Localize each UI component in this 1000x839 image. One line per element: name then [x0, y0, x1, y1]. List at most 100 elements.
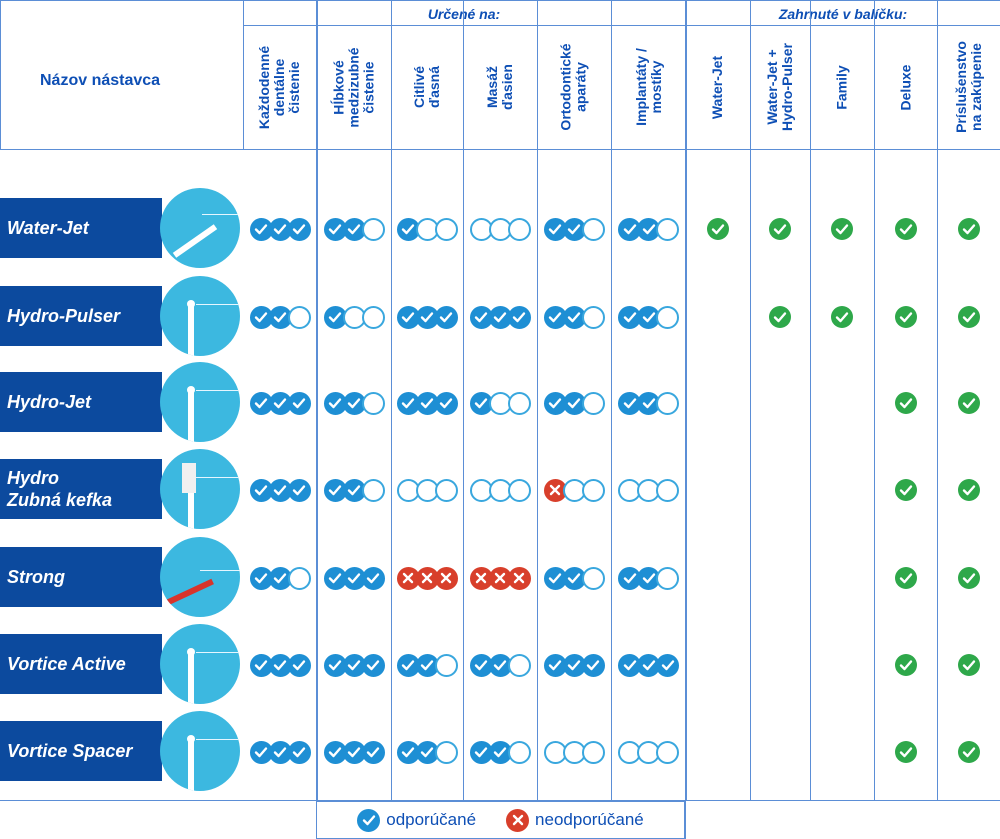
table-top-border: [0, 0, 1000, 1]
attachment-part: [172, 224, 218, 258]
cross-icon: [415, 566, 439, 590]
empty-circle-icon: [507, 653, 531, 677]
table-left-border: [0, 0, 1, 150]
column-header-included-4: Príslušenstvo na zakúpenie: [937, 26, 1000, 148]
column-header-included-3: Deluxe: [874, 26, 937, 148]
empty-circle-icon: [434, 478, 458, 502]
check-icon: [396, 391, 420, 415]
included-cell: [874, 215, 937, 243]
included-cell: [937, 738, 1000, 766]
included-cell: [874, 389, 937, 417]
check-icon: [287, 217, 311, 241]
included-cell: [686, 215, 750, 243]
included-cell: [937, 476, 1000, 504]
empty-circle-icon: [581, 740, 605, 764]
column-header-included-2: Family: [810, 26, 874, 148]
check-icon: [488, 740, 512, 764]
name-column-header: Názov nástavca: [40, 72, 161, 89]
table-bottom-border: [0, 800, 1000, 801]
rating-cell: [391, 651, 463, 679]
attachment-thumbnail-4: [160, 537, 240, 617]
column-header-label: Ortodontické aparáty: [558, 43, 589, 131]
check-icon: [543, 566, 567, 590]
included-cell: [750, 303, 810, 331]
included-cell: [874, 303, 937, 331]
included-cell: [874, 476, 937, 504]
rating-cell: [317, 564, 391, 592]
check-icon: [249, 305, 273, 329]
column-header-label: Water-Jet + Hydro-Pulser: [764, 43, 796, 131]
empty-circle-icon: [656, 478, 679, 502]
legend: odporúčané neodporúčané: [316, 801, 685, 839]
empty-circle-icon: [434, 653, 458, 677]
column-header-included-0: Water-Jet: [686, 26, 750, 148]
empty-circle-icon: [656, 740, 679, 764]
attachment-thumbnail-2: [160, 362, 240, 442]
row-label-1: Hydro-Pulser: [0, 286, 162, 346]
attachment-part: [187, 300, 195, 308]
column-header-label: Každodenné dentálne čistenie: [256, 45, 303, 129]
header-bottom-border: [0, 149, 1000, 150]
included-check-icon: [957, 741, 980, 763]
attachment-part: [196, 652, 240, 653]
col-divider: [685, 0, 686, 839]
rating-cell: [391, 215, 463, 243]
empty-circle-icon: [434, 740, 458, 764]
included-check-icon: [957, 479, 980, 501]
empty-circle-icon: [656, 305, 679, 329]
attachment-part: [202, 214, 240, 215]
check-icon: [543, 305, 567, 329]
check-icon: [434, 305, 458, 329]
rating-cell: [611, 738, 686, 766]
rating-cell: [317, 738, 391, 766]
included-check-icon: [831, 306, 853, 328]
rating-cell: [391, 738, 463, 766]
included-check-icon: [894, 218, 917, 240]
col-divider: [317, 0, 318, 801]
included-check-icon: [894, 567, 917, 589]
rating-cell: [317, 303, 391, 331]
rating-cell: [391, 303, 463, 331]
check-icon: [287, 653, 311, 677]
empty-circle-icon: [581, 478, 605, 502]
rating-cell: [537, 303, 611, 331]
attachment-part: [166, 578, 214, 606]
attachment-part: [188, 392, 194, 442]
row-label-0: Water-Jet: [0, 198, 162, 258]
column-header-for-4: Ortodontické aparáty: [537, 26, 611, 148]
included-check-icon: [894, 479, 917, 501]
included-check-icon: [894, 741, 917, 763]
column-header-for-5: Implantáty / mostíky: [611, 26, 686, 148]
empty-circle-icon: [581, 566, 605, 590]
attachment-part: [187, 386, 195, 394]
rating-cell: [391, 389, 463, 417]
legend-not-recommended: neodporúčané: [506, 808, 644, 832]
rating-cell: [611, 476, 686, 504]
rating-cell: [243, 215, 317, 243]
included-cell: [937, 564, 1000, 592]
attachment-thumbnail-0: [160, 188, 240, 268]
included-check-icon: [769, 218, 791, 240]
column-header-label: Deluxe: [896, 64, 913, 110]
rating-cell: [463, 476, 537, 504]
rating-cell: [243, 651, 317, 679]
rating-cell: [537, 564, 611, 592]
check-icon: [507, 305, 531, 329]
col-divider: [537, 0, 538, 801]
empty-circle-icon: [507, 391, 531, 415]
column-header-for-1: Hĺbkové medzizubné čistenie: [317, 26, 391, 148]
column-header-label: Family: [833, 64, 850, 110]
rating-cell: [611, 564, 686, 592]
col-divider: [937, 0, 938, 801]
col-divider: [686, 0, 687, 801]
row-label-5: Vortice Active: [0, 634, 162, 694]
row-label-4: Strong: [0, 547, 162, 607]
included-check-icon: [831, 218, 853, 240]
col-divider: [243, 0, 244, 150]
check-icon: [488, 305, 512, 329]
column-header-for-0: Každodenné dentálne čistenie: [243, 26, 317, 148]
rating-cell: [537, 476, 611, 504]
row-label-2: Hydro-Jet: [0, 372, 162, 432]
column-header-for-3: Masáž ďasien: [463, 26, 537, 148]
empty-circle-icon: [361, 305, 385, 329]
